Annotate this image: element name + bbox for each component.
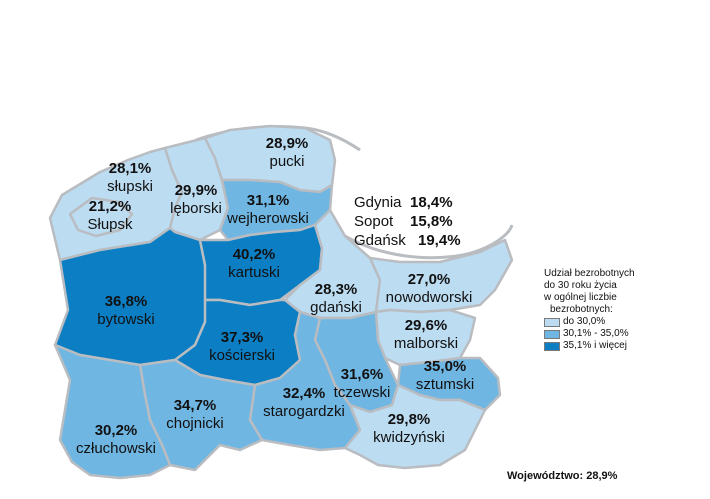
legend-swatch [544, 329, 560, 339]
city-value: 15,8% [410, 213, 453, 230]
legend-title-line: Udział bezrobotnych [544, 268, 635, 279]
region-label-chojnicki: 34,7% chojnicki [166, 397, 224, 433]
region-name: słupski [107, 178, 153, 195]
region-value: 37,3% [220, 329, 264, 346]
region-name: kartuski [228, 264, 280, 281]
legend-title-line: bezrobotnych: [550, 304, 613, 315]
region-value: 29,9% [174, 182, 218, 199]
region-value: 30,2% [94, 422, 138, 439]
region-label-starogardzki: 32,4% starogardzki [263, 385, 345, 421]
region-shape-starogardzki [248, 310, 362, 452]
legend-title-line: w ogólnej liczbie [544, 292, 617, 303]
region-value: 36,8% [104, 293, 148, 310]
region-label-pucki: 28,9% pucki [266, 135, 309, 171]
region-label-gdanski: 28,3% gdański [310, 281, 362, 317]
region-label-tczewski: 31,6% tczewski [334, 366, 391, 402]
region-value: 27,0% [407, 271, 451, 288]
region-value: 28,3% [314, 281, 358, 298]
region-label-nowodworski: 27,0% nowodworski [386, 271, 473, 307]
region-shape-kwidzynski [343, 383, 487, 470]
region-name: pucki [269, 153, 305, 170]
region-value: 31,1% [246, 192, 290, 209]
region-label-slupski: 28,1% słupski [107, 160, 153, 196]
region-value: 40,2% [232, 246, 276, 263]
region-value: 21,2% [88, 198, 132, 215]
city-name: Gdańsk [354, 232, 406, 249]
region-name: wejherowski [227, 210, 309, 227]
region-label-bytowski: 36,8% bytowski [97, 293, 155, 329]
region-name: malborski [393, 335, 459, 352]
region-label-slupsk: 21,2% Słupsk [87, 198, 132, 234]
legend-item-low: do 30,0% [544, 316, 654, 328]
region-name: starogardzki [263, 403, 345, 420]
region-value: 28,1% [108, 160, 152, 177]
city-row-gdynia: Gdynia 18,4% [354, 193, 461, 212]
legend-label: 30,1% - 35,0% [563, 328, 629, 339]
region-name: Słupsk [87, 216, 133, 233]
region-value: 35,0% [423, 358, 467, 375]
region-label-sztumski: 35,0% sztumski [416, 358, 474, 394]
region-name: lęborski [170, 200, 222, 217]
legend-swatch [544, 341, 560, 351]
voivodeship-total: Województwo: 28,9% [507, 470, 617, 482]
region-value: 32,4% [282, 385, 326, 402]
region-name: człuchowski [75, 440, 157, 457]
city-name: Sopot [354, 213, 394, 230]
region-label-kartuski: 40,2% kartuski [228, 246, 280, 282]
region-name: nowodworski [385, 289, 473, 306]
city-row-sopot: Sopot 15,8% [354, 212, 461, 231]
city-row-gdansk: Gdańsk 19,4% [354, 231, 461, 250]
total-value: 28,9% [586, 470, 618, 482]
city-name: Gdynia [354, 194, 402, 211]
city-values: Gdynia 18,4% Sopot 15,8% Gdańsk 19,4% [354, 193, 461, 250]
region-value: 28,9% [265, 135, 309, 152]
legend-title-line: do 30 roku życia [544, 280, 617, 291]
region-label-koscierski: 37,3% kościerski [209, 329, 275, 365]
legend-label: do 30,0% [563, 316, 606, 327]
region-shape-czluchowski [53, 343, 172, 480]
region-name: gdański [310, 299, 362, 316]
region-label-czluchowski: 30,2% człuchowski [76, 422, 156, 458]
region-value: 34,7% [173, 397, 217, 414]
region-label-leborski: 29,9% lęborski [170, 182, 222, 218]
region-name: tczewski [333, 384, 391, 401]
region-value: 29,8% [387, 411, 431, 428]
region-name: kwidzyński [373, 429, 445, 446]
region-label-malborski: 29,6% malborski [394, 317, 458, 353]
gulf-coast [344, 224, 514, 260]
total-label: Województwo: [507, 470, 584, 482]
region-value: 31,6% [340, 366, 384, 383]
region-name: bytowski [97, 311, 155, 328]
region-shape-slupsk [68, 196, 134, 238]
legend-label: 35,1% i więcej [563, 340, 627, 351]
region-label-kwidzynski: 29,8% kwidzyński [373, 411, 445, 447]
region-name: sztumski [415, 376, 475, 393]
city-value: 18,4% [410, 194, 453, 211]
region-value: 29,6% [404, 317, 448, 334]
legend-title: Udział bezrobotnych do 30 roku życia w o… [544, 268, 654, 316]
region-label-wejherowski: 31,1% wejherowski [227, 192, 309, 228]
region-name: kościerski [209, 347, 275, 364]
legend-item-high: 35,1% i więcej [544, 340, 654, 352]
legend-item-mid: 30,1% - 35,0% [544, 328, 654, 340]
region-name: chojnicki [166, 415, 224, 432]
map-legend: Udział bezrobotnych do 30 roku życia w o… [544, 268, 654, 352]
legend-swatch [544, 317, 560, 327]
city-value: 19,4% [418, 232, 461, 249]
